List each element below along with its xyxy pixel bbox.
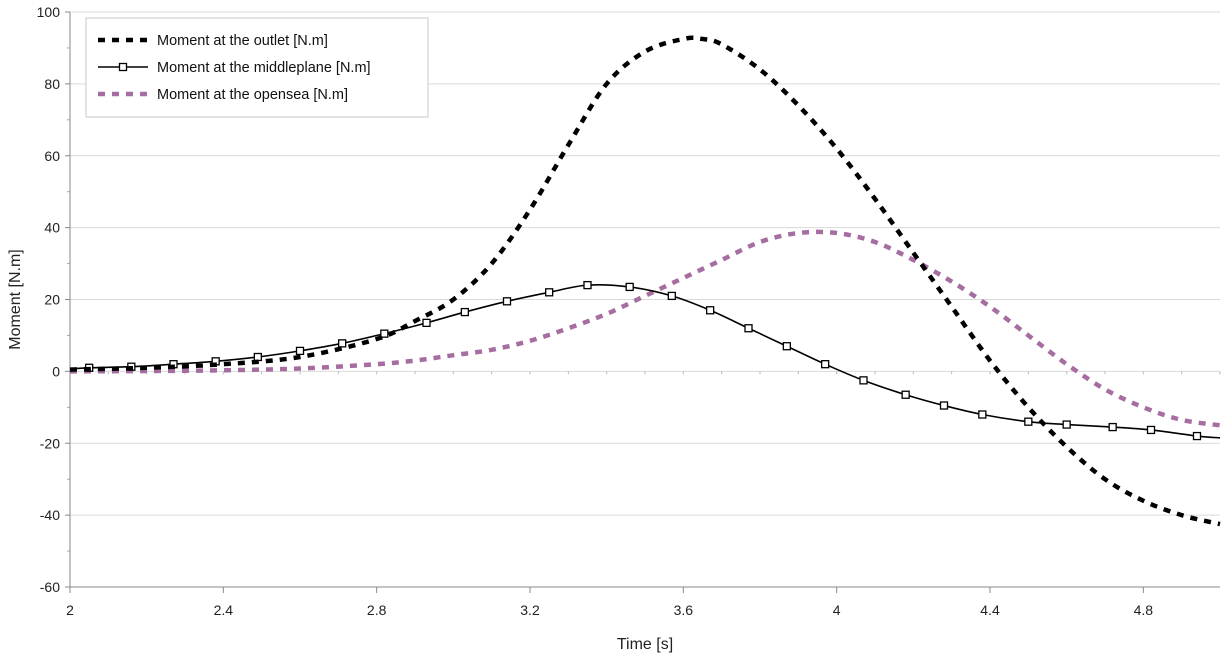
- series-marker: [338, 339, 347, 348]
- x-tick-label: 2.4: [214, 602, 234, 618]
- y-tick-label: 20: [44, 292, 60, 308]
- series-line-2: [69, 229, 1221, 428]
- legend-label: Moment at the opensea [N.m]: [157, 87, 348, 103]
- series-marker: [1062, 420, 1071, 429]
- y-tick-label: 40: [44, 220, 60, 236]
- x-axis-ticks: 2 2.4 2.8 3.2 3.6 4 4.4 4.8: [66, 371, 1221, 618]
- series-marker: [1192, 431, 1202, 441]
- x-tick-label: 4.4: [980, 602, 1000, 618]
- series-marker: [583, 280, 592, 290]
- x-tick-label: 3.6: [674, 602, 694, 618]
- y-axis-ticks: -60 -40 -20 0 20 40 60 80 100: [37, 4, 70, 595]
- series-marker: [1024, 417, 1033, 426]
- series-1: [69, 280, 1221, 441]
- legend: Moment at the outlet [N.m] Moment at the …: [85, 17, 429, 118]
- series-marker: [545, 288, 554, 297]
- series-0: [69, 35, 1221, 527]
- series-marker: [460, 307, 469, 317]
- series-marker: [295, 346, 305, 356]
- legend-item-0: Moment at the outlet [N.m]: [98, 33, 328, 49]
- series-line-0: [69, 35, 1221, 527]
- series-2: [69, 229, 1221, 428]
- series-marker: [706, 306, 715, 315]
- series-marker: [625, 282, 634, 292]
- x-tick-label: 4.8: [1134, 602, 1154, 618]
- x-tick-label: 3.2: [520, 602, 540, 618]
- series-marker: [380, 329, 389, 338]
- series-marker: [422, 318, 431, 328]
- x-tick-label: 2: [66, 602, 74, 618]
- series-marker: [1108, 422, 1117, 432]
- y-tick-label: 60: [44, 148, 60, 164]
- series-marker: [901, 390, 910, 399]
- series-marker: [782, 342, 791, 351]
- y-tick-label: 0: [52, 363, 60, 379]
- y-tick-label: -20: [40, 435, 60, 451]
- series-marker: [859, 376, 868, 385]
- series-marker: [744, 324, 753, 333]
- y-tick-label: 80: [44, 76, 60, 92]
- y-tick-label: -60: [40, 579, 60, 595]
- x-tick-label: 2.8: [367, 602, 387, 618]
- x-axis-title: Time [s]: [617, 636, 673, 653]
- legend-item-2: Moment at the opensea [N.m]: [98, 87, 348, 103]
- y-tick-label: -40: [40, 507, 60, 523]
- y-tick-label: 100: [37, 4, 61, 20]
- series-marker: [939, 401, 949, 410]
- series-marker: [502, 297, 512, 306]
- series-marker: [1146, 425, 1156, 435]
- series-layer: [69, 35, 1221, 527]
- legend-marker: [118, 62, 128, 72]
- legend-item-1: Moment at the middleplane [N.m]: [98, 60, 371, 76]
- series-marker: [821, 360, 830, 369]
- x-tick-label: 4: [833, 602, 841, 618]
- series-marker: [253, 352, 262, 362]
- legend-label: Moment at the middleplane [N.m]: [157, 60, 371, 76]
- legend-label: Moment at the outlet [N.m]: [157, 33, 328, 49]
- y-axis-title: Moment [N.m]: [7, 249, 24, 349]
- series-marker: [978, 410, 987, 419]
- series-marker: [667, 291, 676, 301]
